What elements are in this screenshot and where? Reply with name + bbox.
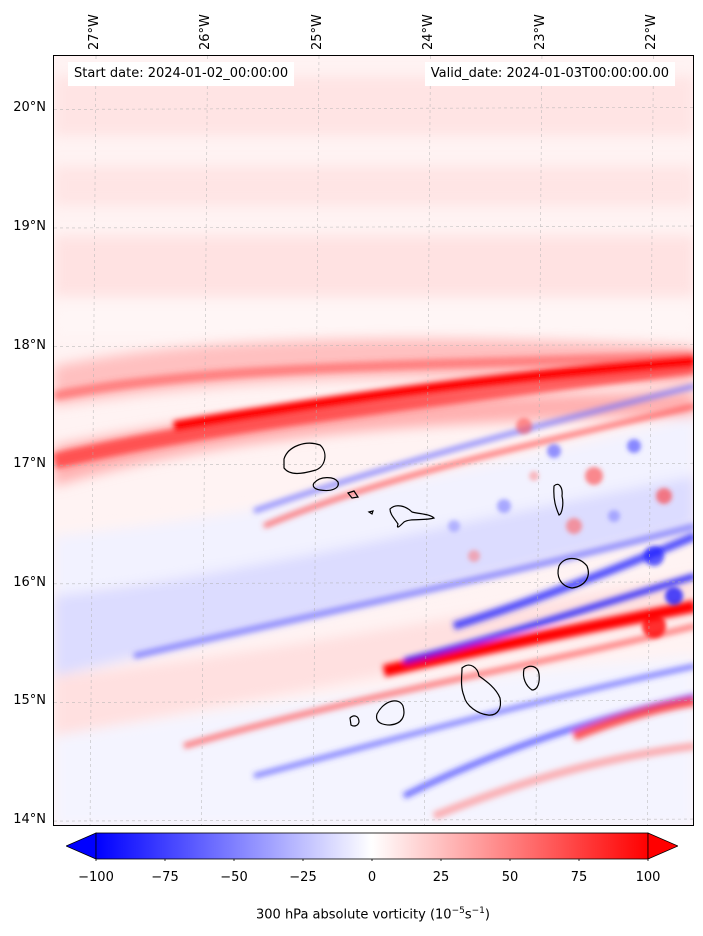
parallel-gridline	[54, 107, 693, 110]
map-gridlines	[54, 56, 693, 825]
colorbar-extend-min	[66, 832, 97, 860]
parallel-gridline	[54, 700, 693, 703]
meridian-gridline	[89, 56, 97, 825]
coastline-santa-luzia	[346, 490, 360, 499]
parallel-gridline	[54, 581, 693, 585]
colorbar-label-exp2: −1	[471, 906, 485, 916]
coastline-boa-vista	[557, 557, 589, 589]
vorticity-field	[54, 56, 693, 825]
map-plot-area	[53, 55, 694, 826]
meridian-gridline	[424, 56, 431, 825]
start-date-label: Start date: 2024-01-02_00:00:00	[68, 62, 295, 86]
coastline-brava	[349, 715, 360, 727]
colorbar-label: 300 hPa absolute vorticity (10−5s−1)	[0, 906, 703, 922]
longitude-label: 26°W	[198, 14, 214, 50]
longitude-label: 22°W	[644, 14, 660, 50]
colorbar-label-exp1: −5	[451, 906, 465, 916]
coastline-branco	[367, 510, 374, 515]
latitude-label: 19°N	[13, 218, 46, 234]
longitude-label: 25°W	[309, 14, 325, 50]
coastline-fogo	[375, 700, 405, 726]
coastline-santo-antao	[283, 442, 326, 475]
colorbar-tick-label: 25	[432, 870, 450, 885]
colorbar-tick-label: 75	[570, 870, 588, 885]
parallel-gridline	[54, 462, 693, 466]
coastline-santiago	[460, 664, 502, 716]
coastline-sao-nicolau	[389, 505, 436, 528]
valid-date-label: Valid_date: 2024-01-03T00:00:00.00	[424, 62, 675, 86]
vorticity-eddies	[448, 418, 683, 638]
latitude-label: 14°N	[13, 812, 46, 828]
parallel-gridline	[54, 344, 693, 347]
meridian-gridline	[312, 56, 320, 825]
parallel-gridline	[54, 818, 693, 822]
longitude-label: 24°W	[421, 14, 437, 50]
coastlines	[283, 442, 589, 727]
colorbar-gradient	[95, 832, 649, 860]
meridian-gridline	[647, 56, 654, 825]
latitude-label: 15°N	[13, 693, 46, 709]
parallel-gridline	[54, 225, 693, 229]
colorbar-tick-label: 50	[501, 870, 519, 885]
colorbar-tick-label: 0	[367, 870, 377, 885]
latitude-label: 18°N	[13, 337, 46, 353]
vorticity-streaks	[54, 351, 693, 820]
colorbar-label-main: 300 hPa absolute vorticity (10	[256, 907, 452, 923]
coastline-sal	[553, 483, 564, 516]
latitude-label: 17°N	[13, 456, 46, 472]
background-vorticity-bands	[54, 76, 693, 825]
colorbar-tick-label: −100	[78, 870, 114, 885]
latitude-label: 20°N	[13, 100, 46, 116]
longitude-label: 27°W	[87, 14, 103, 50]
coastline-sao-vicente	[312, 477, 339, 492]
meridian-gridline	[535, 56, 543, 825]
colorbar-tick-label: 100	[635, 870, 661, 885]
longitude-label: 23°W	[532, 14, 548, 50]
colorbar	[66, 832, 678, 861]
coastline-maio	[522, 665, 540, 691]
meridian-gridline	[201, 56, 208, 825]
colorbar-tick-label: −75	[151, 870, 179, 885]
latitude-label: 16°N	[13, 574, 46, 590]
colorbar-tick-label: −50	[220, 870, 248, 885]
colorbar-extend-max	[647, 832, 678, 860]
colorbar-tick-label: −25	[289, 870, 317, 885]
colorbar-label-end: )	[484, 907, 490, 923]
colorbar-label-mid: s	[464, 907, 472, 923]
